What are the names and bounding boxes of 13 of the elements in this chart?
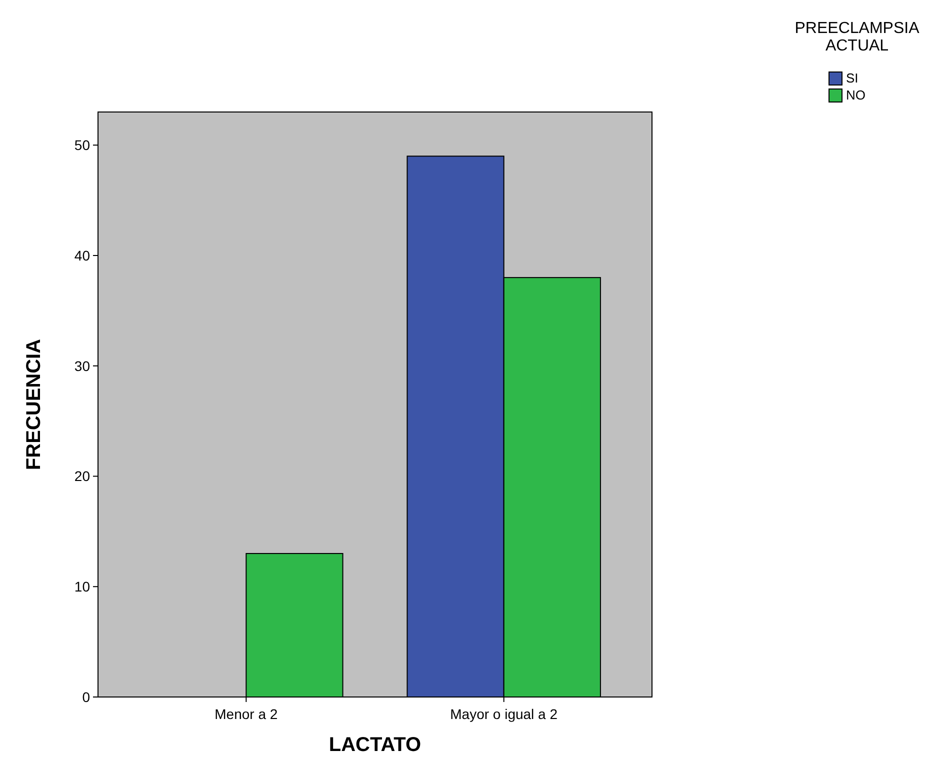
y-axis-title: FRECUENCIA (23, 338, 45, 470)
y-tick-label: 20 (74, 468, 90, 484)
x-axis-title: LACTATO (328, 734, 422, 756)
y-tick-label: 30 (74, 358, 90, 374)
y-tick-label: 40 (74, 247, 90, 264)
y-tick-label: 0 (82, 688, 90, 705)
y-tick-label: 10 (74, 578, 90, 595)
x-tick-label: Menor a 2 (214, 706, 278, 722)
legend-label: SI (846, 70, 858, 86)
x-tick-label: Mayor o igual a 2 (450, 706, 558, 722)
y-tick-label: 50 (74, 137, 90, 154)
legend-label: NO (846, 88, 866, 103)
legend-title: PREECLAMPSIA ACTUAL (794, 20, 920, 54)
